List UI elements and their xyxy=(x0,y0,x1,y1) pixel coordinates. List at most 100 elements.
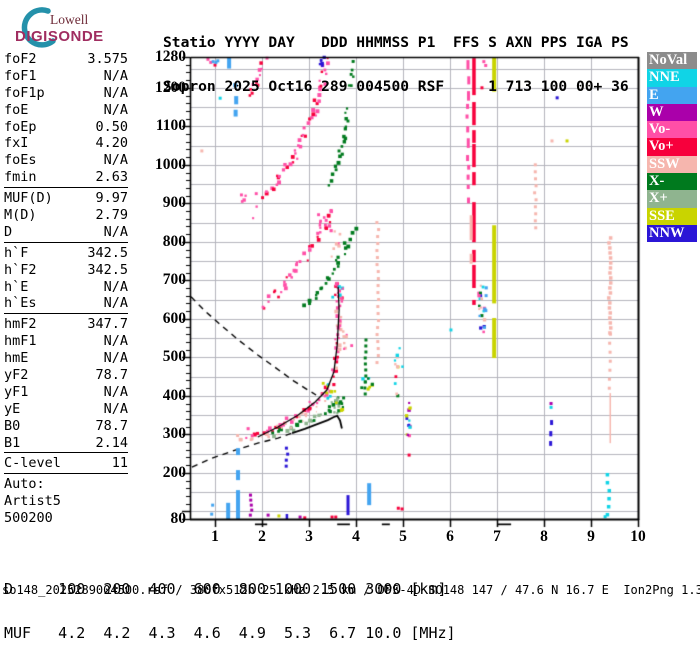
y-tick-label: 900 xyxy=(162,194,186,212)
parameter-label: B0 xyxy=(4,417,21,434)
parameter-row: foE N/A xyxy=(4,102,128,119)
parameter-row: h`Es N/A xyxy=(4,295,128,312)
legend-item-xminus: X- xyxy=(647,173,697,191)
parameter-row: h`F 342.5 xyxy=(4,245,128,262)
parameter-label: hmF1 xyxy=(4,333,37,350)
parameter-row: MUF(D) 9.97 xyxy=(4,190,128,207)
x-tick-label: 9 xyxy=(587,528,595,545)
parameter-row: h`F2 342.5 xyxy=(4,262,128,279)
header-block: Statio YYYY DAY DDD HHMMSS P1 FFS S AXN … xyxy=(163,7,629,109)
parameter-value: 78.7 xyxy=(95,417,128,434)
parameter-row: h`E N/A xyxy=(4,279,128,296)
parameter-label: fmin xyxy=(4,169,37,186)
x-tick-label: 1 xyxy=(211,528,219,545)
parameter-row: foF2 3.575 xyxy=(4,51,128,68)
y-tick-label: 80 xyxy=(170,510,187,527)
y-tick-label: 600 xyxy=(162,309,186,327)
logo-lowell-text: Lowell xyxy=(50,12,88,27)
legend-item-w: W xyxy=(647,103,697,122)
legend-item-ssw: SSW xyxy=(647,155,697,174)
legend-item-voplus: Vo+ xyxy=(647,138,697,156)
d-muf-table: D 100 200 400 600 800 1000 1500 3000 [km… xyxy=(4,552,456,656)
x-tick-label: 3 xyxy=(305,528,313,545)
parameter-value: N/A xyxy=(103,101,128,118)
parameter-value: N/A xyxy=(103,350,128,367)
parameter-row: yE N/A xyxy=(4,401,128,418)
parameter-label: D xyxy=(4,223,13,240)
y-tick-label: 1200 xyxy=(155,78,186,96)
parameter-label: fxI xyxy=(4,135,29,152)
parameter-row: B1 2.14 xyxy=(4,435,128,452)
parameter-value: N/A xyxy=(103,383,128,400)
parameter-value: N/A xyxy=(103,295,128,312)
parameter-label: hmF2 xyxy=(4,316,37,333)
parameter-row: foF1p N/A xyxy=(4,85,128,102)
parameter-value: 2.14 xyxy=(95,434,128,451)
parameter-label: foF1p xyxy=(4,84,45,101)
y-tick-label: 1280 xyxy=(155,48,186,65)
x-tick-label: 8 xyxy=(540,528,548,545)
panel-separator xyxy=(4,241,128,243)
x-tick-label: 5 xyxy=(399,528,407,545)
x-tick-label: 7 xyxy=(493,528,501,545)
parameter-panel: foF2 3.575 foF1 N/A foF1p N/A foE N/A foEp 0.50 fx… xyxy=(4,51,128,527)
autoscaling-text: Auto: xyxy=(4,476,45,493)
parameter-row: hmE N/A xyxy=(4,350,128,367)
muf-frequency-row: MUF 4.2 4.2 4.3 4.6 4.9 5.3 6.7 10.0 [MH… xyxy=(4,623,456,642)
parameter-label: MUF(D) xyxy=(4,190,53,207)
y-tick-label: 1000 xyxy=(155,155,186,173)
parameter-value: 342.5 xyxy=(87,244,128,261)
legend-item-noval: NoVal xyxy=(647,52,697,70)
autoscaling-info-line: Auto: xyxy=(4,476,128,493)
parameter-label: yF2 xyxy=(4,367,29,384)
autoscaling-info-line: 500200 xyxy=(4,510,128,527)
x-tick-label: 4 xyxy=(352,528,360,545)
legend-item-xplus: X+ xyxy=(647,190,697,208)
parameter-label: foF2 xyxy=(4,51,37,67)
y-tick-label: 400 xyxy=(162,386,186,404)
parameter-row: foEs N/A xyxy=(4,152,128,169)
parameter-value: 78.7 xyxy=(95,367,128,384)
header-line-1: Statio YYYY DAY DDD HHMMSS P1 FFS S AXN … xyxy=(163,34,629,51)
parameter-value: 11 xyxy=(111,455,128,472)
parameter-row: yF2 78.7 xyxy=(4,367,128,384)
y-tick-label: 200 xyxy=(162,463,186,481)
lowell-digisonde-logo: Lowell DIGISONDE xyxy=(15,7,104,48)
parameter-label: foEp xyxy=(4,118,37,135)
logo-digisonde-text: DIGISONDE xyxy=(15,28,104,45)
parameter-row: fxI 4.20 xyxy=(4,135,128,152)
legend-item-nne: NNE xyxy=(647,69,697,87)
autoscaling-info-line: Artist5 xyxy=(4,493,128,510)
parameter-value: 342.5 xyxy=(87,261,128,278)
y-tick-label: 500 xyxy=(162,348,186,366)
parameter-label: h`F xyxy=(4,244,29,261)
parameter-label: yF1 xyxy=(4,383,29,400)
parameter-row: foEp 0.50 xyxy=(4,119,128,136)
parameter-label: C-level xyxy=(4,455,61,472)
parameter-label: foE xyxy=(4,101,29,118)
parameter-value: N/A xyxy=(103,152,128,169)
status-line: so148_2025289004500.rsf / 380fx512h 25 k… xyxy=(2,583,700,597)
parameter-value: N/A xyxy=(103,400,128,417)
parameter-label: yE xyxy=(4,400,21,417)
header-line-2: Sopron 2025 Oct16 289 004500 RSF 1 713 1… xyxy=(163,77,629,95)
parameter-value: N/A xyxy=(103,223,128,240)
parameter-row: fmin 2.63 xyxy=(4,169,128,186)
parameter-value: 2.63 xyxy=(95,169,128,186)
x-tick-label: 6 xyxy=(446,528,454,545)
parameter-label: h`E xyxy=(4,278,29,295)
parameter-value: 4.20 xyxy=(95,135,128,152)
parameter-value: 347.7 xyxy=(87,316,128,333)
parameter-label: h`F2 xyxy=(4,261,37,278)
parameter-value: 2.79 xyxy=(95,207,128,224)
parameter-value: 3.575 xyxy=(87,51,128,67)
parameter-value: 0.50 xyxy=(95,118,128,135)
parameter-row: hmF1 N/A xyxy=(4,333,128,350)
parameter-row: C-level 11 xyxy=(4,455,128,472)
y-tick-label: 300 xyxy=(162,425,186,443)
panel-separator xyxy=(4,187,128,189)
direction-color-legend: NoVal NNE E W Vo- Vo+ SSW X- X+ SSE NNW xyxy=(647,52,697,243)
parameter-value: N/A xyxy=(103,333,128,350)
parameter-label: M(D) xyxy=(4,207,37,224)
autoscaling-text: Artist5 xyxy=(4,493,61,510)
